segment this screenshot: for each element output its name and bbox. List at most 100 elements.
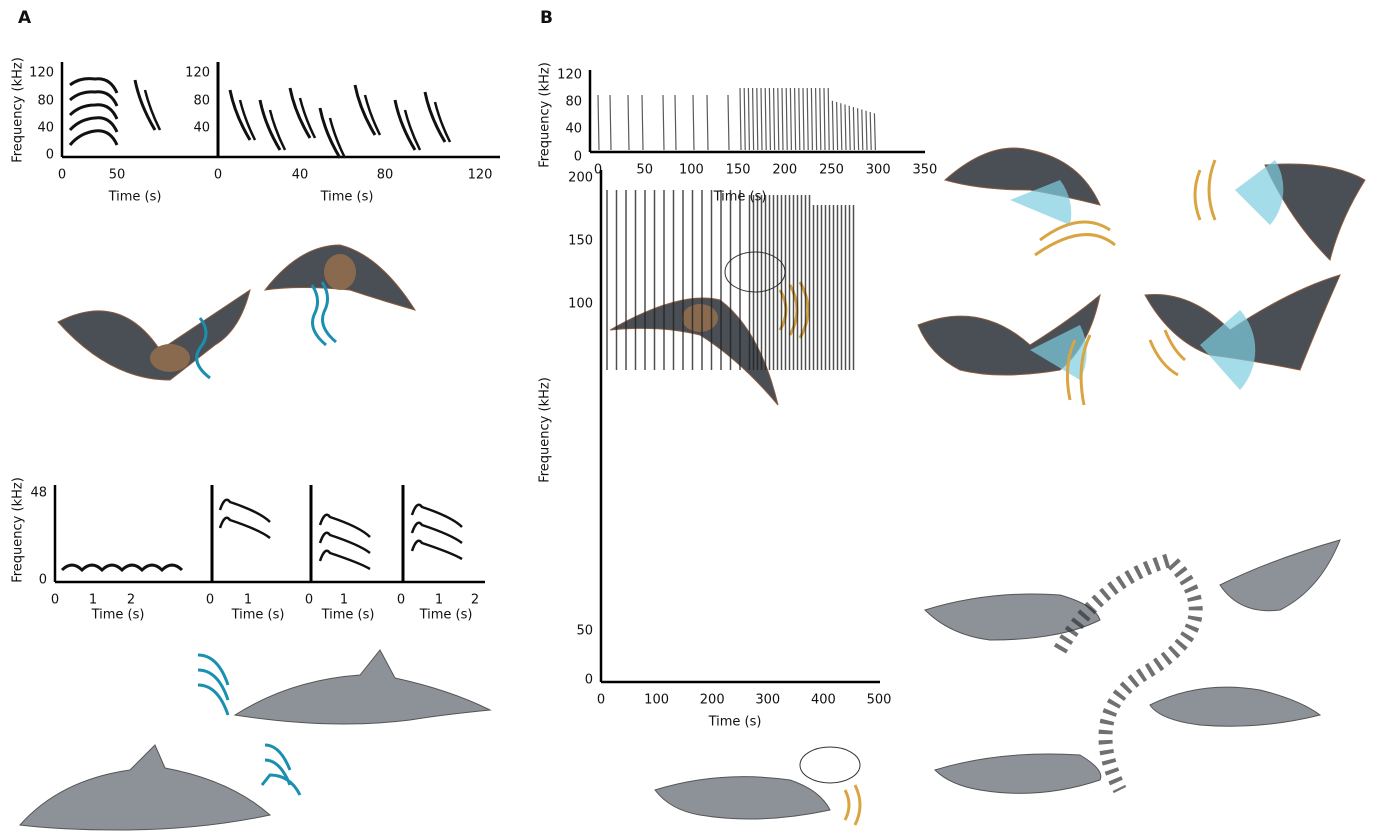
bat-illustration: [58, 290, 250, 380]
spectrogram-trace: [782, 88, 783, 150]
figure: A B Frequency (kHz)04080120050Time (s)40…: [0, 0, 1374, 840]
x-tick-label: 150: [726, 163, 751, 178]
y-tick-label: 0: [574, 150, 582, 165]
spectrogram-trace: [355, 85, 375, 135]
y-tick-label: 150: [568, 234, 593, 249]
echo-icon: [845, 785, 860, 825]
y-tick-label: 40: [37, 121, 54, 136]
x-tick-label: 2: [127, 593, 135, 608]
x-tick-label: 0: [597, 693, 605, 708]
y-axis-label: Frequency (kHz): [11, 477, 26, 583]
spectrogram-trace: [761, 88, 762, 150]
dolphin-illustration: [235, 650, 490, 724]
spectrogram-trace: [744, 88, 745, 150]
spectrogram-trace: [795, 88, 796, 150]
bat-body: [682, 304, 718, 332]
spectrogram-trace: [774, 88, 775, 150]
spectrogram-trace: [753, 88, 754, 150]
x-axis-label: Time (s): [320, 190, 374, 205]
spectrogram-trace: [757, 88, 758, 150]
y-tick-label: 0: [46, 148, 54, 163]
x-axis-label: Time (s): [419, 608, 473, 623]
spectrogram-trace: [837, 102, 838, 150]
y-axis-label: Frequency (kHz): [538, 62, 553, 168]
y-tick-label: 120: [29, 66, 54, 81]
x-tick-label: 200: [700, 693, 725, 708]
x-tick-label: 0: [51, 593, 59, 608]
spectrogram-trace: [786, 88, 787, 150]
porpoise-illustration: [655, 777, 830, 819]
spectrogram-trace: [799, 88, 800, 150]
spectrogram-trace: [862, 110, 863, 150]
y-tick-label: 50: [576, 624, 593, 639]
x-tick-label: 500: [867, 693, 892, 708]
spectrogram-trace: [290, 88, 310, 138]
spectrogram-trace: [220, 518, 270, 538]
spectrogram-trace: [642, 95, 643, 150]
x-tick-label: 1: [89, 593, 97, 608]
x-tick-label: 1: [244, 593, 252, 608]
thought-bubble: [725, 252, 785, 292]
spectrogram-trace: [765, 88, 766, 150]
bat-body: [324, 254, 356, 290]
x-tick-label: 40: [292, 168, 309, 183]
spectrogram-trace: [866, 111, 867, 150]
bat-body: [150, 344, 190, 372]
call-icon: [198, 655, 300, 795]
spectrogram-trace: [320, 551, 370, 569]
y-tick-label: 100: [568, 297, 593, 312]
spectrogram-trace: [849, 106, 850, 150]
spectrogram-trace: [845, 105, 846, 151]
x-tick-label: 120: [468, 168, 493, 183]
y-tick-label: 40: [193, 121, 210, 136]
x-tick-label: 0: [397, 593, 405, 608]
y-tick-label: 80: [37, 94, 54, 109]
x-tick-label: 0: [214, 168, 222, 183]
spectrogram-trace: [598, 95, 599, 150]
x-tick-label: 200: [772, 163, 797, 178]
y-tick-label: 80: [193, 94, 210, 109]
y-tick-label: 80: [565, 95, 582, 110]
x-tick-label: 2: [471, 593, 479, 608]
spectrogram-trace: [807, 88, 808, 150]
y-tick-label: 0: [585, 673, 593, 688]
porpoise-illustration: [925, 540, 1340, 793]
x-axis-label: Time (s): [91, 608, 145, 623]
spectrogram-trace: [320, 108, 340, 158]
sonar-beam: [1010, 160, 1283, 390]
spectrogram-trace: [675, 95, 676, 150]
x-tick-label: 1: [340, 593, 348, 608]
spectrogram-trace: [841, 103, 842, 150]
spectrogram-trace: [858, 108, 859, 150]
x-tick-label: 100: [644, 693, 669, 708]
y-tick-label: 120: [557, 68, 582, 83]
thought-bubble: [800, 747, 860, 783]
x-tick-label: 0: [305, 593, 313, 608]
spectrogram-trace: [778, 88, 779, 150]
y-tick-label: 40: [565, 122, 582, 137]
y-tick-label: 120: [185, 66, 210, 81]
dolphin-illustration: [20, 745, 270, 830]
spectrogram-trace: [628, 95, 629, 150]
x-tick-label: 100: [679, 163, 704, 178]
spectrogram-trace: [135, 80, 155, 130]
spectrogram-trace: [874, 113, 875, 150]
spectrogram-trace: [790, 88, 791, 150]
panel-label: A: [18, 8, 32, 28]
x-axis-label: Time (s): [321, 608, 375, 623]
spectrogram-trace: [748, 88, 749, 150]
x-axis-label: Time (s): [231, 608, 285, 623]
x-tick-label: 350: [912, 163, 937, 178]
x-tick-label: 0: [206, 593, 214, 608]
x-tick-label: 300: [866, 163, 891, 178]
y-axis-label: Frequency (kHz): [11, 57, 26, 163]
spectrogram-trace: [707, 95, 708, 150]
x-tick-label: 80: [377, 168, 394, 183]
panel-label: B: [540, 8, 553, 28]
x-tick-label: 1: [435, 593, 443, 608]
y-tick-label: 0: [39, 573, 47, 588]
spectrogram-trace: [820, 88, 821, 150]
x-axis-label: Time (s): [708, 715, 762, 730]
spectrogram-trace: [70, 131, 117, 145]
x-tick-label: 50: [636, 163, 653, 178]
